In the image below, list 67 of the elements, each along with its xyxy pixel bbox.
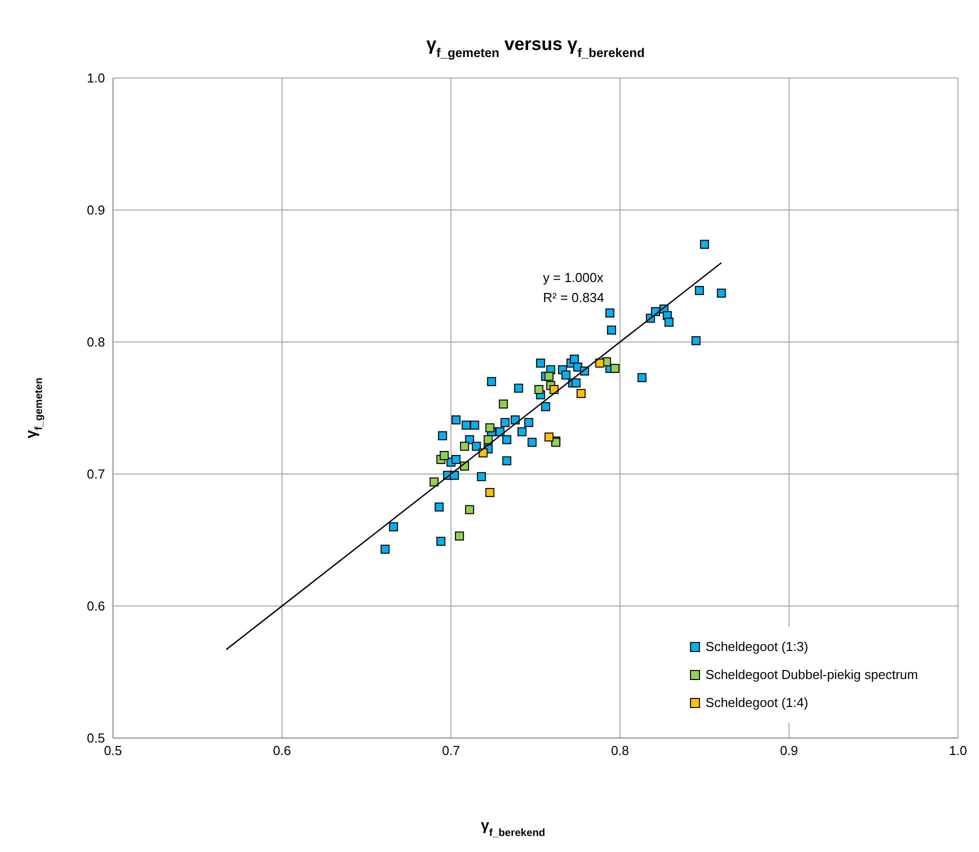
point bbox=[637, 373, 646, 382]
point bbox=[664, 318, 674, 327]
annotation: y = 1.000x bbox=[543, 270, 604, 285]
point bbox=[561, 370, 570, 380]
x-tick-label: 0.8 bbox=[610, 743, 630, 758]
point bbox=[484, 435, 493, 444]
legend-label: Scheldegoot (1:4) bbox=[706, 694, 808, 712]
point bbox=[694, 286, 704, 296]
point bbox=[576, 388, 586, 398]
x-tick-label: 0.6 bbox=[272, 743, 292, 758]
y-tick-label: 0.7 bbox=[86, 466, 105, 482]
y-tick-label: 0.9 bbox=[86, 202, 105, 218]
x-tick-label: 0.5 bbox=[104, 743, 122, 758]
y-tick-label: 1.0 bbox=[86, 70, 105, 86]
point bbox=[462, 420, 471, 430]
legend-label: Scheldegoot (1:3) bbox=[706, 638, 808, 656]
point bbox=[485, 488, 494, 497]
point bbox=[487, 377, 496, 386]
point bbox=[595, 358, 604, 368]
point bbox=[610, 364, 620, 373]
point bbox=[500, 418, 510, 428]
point bbox=[470, 420, 480, 430]
chart-title: γ$_{f_gemeten}$ versus γ$_{f_berekend}$ bbox=[426, 34, 645, 60]
point bbox=[607, 326, 616, 335]
point bbox=[572, 378, 581, 388]
point bbox=[498, 400, 508, 409]
point bbox=[524, 418, 534, 428]
point bbox=[380, 544, 390, 554]
point bbox=[450, 470, 459, 480]
point bbox=[544, 432, 554, 442]
x-tick-label: 0.9 bbox=[780, 743, 798, 758]
annotation: R² = 0.834 bbox=[543, 290, 604, 305]
legend-label: Scheldegoot Dubbel-piekig spectrum bbox=[706, 666, 918, 684]
point bbox=[436, 536, 446, 546]
point bbox=[517, 427, 526, 436]
point bbox=[465, 505, 474, 514]
y-tick-label: 0.5 bbox=[86, 730, 105, 746]
point bbox=[544, 372, 554, 381]
point bbox=[534, 385, 544, 394]
point bbox=[605, 308, 614, 318]
point bbox=[716, 288, 726, 298]
point bbox=[502, 435, 512, 444]
x-tick-label: 1.0 bbox=[948, 743, 968, 758]
y-tick-label: 0.6 bbox=[86, 598, 105, 614]
point bbox=[570, 354, 579, 364]
point bbox=[528, 438, 537, 447]
point bbox=[485, 423, 494, 432]
point bbox=[438, 431, 448, 440]
point bbox=[692, 336, 701, 346]
x-tick-label: 0.7 bbox=[442, 743, 460, 758]
point bbox=[536, 358, 546, 368]
point bbox=[476, 472, 486, 482]
point bbox=[514, 384, 524, 393]
point bbox=[502, 456, 512, 466]
y-tick-label: 0.8 bbox=[86, 334, 105, 350]
point bbox=[454, 532, 464, 541]
point bbox=[472, 442, 481, 451]
point bbox=[700, 240, 709, 249]
point bbox=[460, 442, 470, 451]
point bbox=[430, 477, 439, 486]
point bbox=[434, 502, 444, 512]
point bbox=[452, 415, 461, 424]
point bbox=[541, 402, 550, 412]
x-axis-title: γ$_{f_berekend}$ bbox=[480, 817, 546, 839]
point bbox=[389, 522, 398, 532]
point bbox=[452, 454, 461, 464]
point bbox=[440, 451, 449, 460]
